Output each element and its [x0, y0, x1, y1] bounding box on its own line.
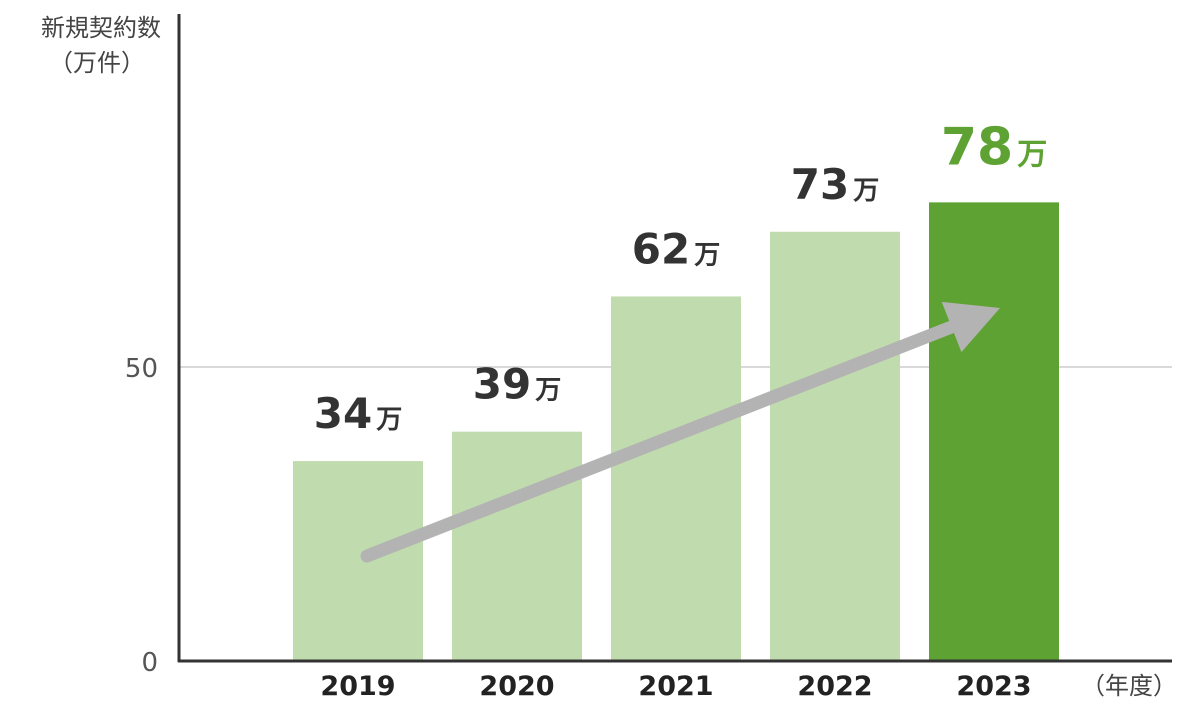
- bar-2022: [770, 231, 900, 661]
- y-axis-title-line2: （万件）: [49, 49, 145, 77]
- bar-2023: [929, 202, 1059, 662]
- x-tick-2021: 2021: [638, 671, 713, 702]
- trend-arrow-head: [941, 301, 1000, 353]
- bar-2019: [293, 461, 423, 661]
- y-axis-title-line1: 新規契約数: [41, 14, 161, 42]
- data-label-2023: 78 万: [941, 117, 1047, 177]
- data-label-2020: 39 万: [473, 360, 561, 409]
- bar-2021: [611, 296, 741, 661]
- data-label-unit: 万: [1017, 137, 1047, 172]
- data-label-value: 34: [314, 389, 372, 438]
- trend-arrow-shaft: [360, 319, 962, 563]
- data-label-2019: 34 万: [314, 389, 402, 438]
- x-axis-unit-label: （年度）: [1081, 672, 1177, 700]
- data-label-value: 62: [632, 224, 690, 273]
- x-tick-2019: 2019: [320, 671, 395, 702]
- data-label-value: 78: [941, 117, 1013, 177]
- data-label-2022: 73 万: [791, 160, 879, 209]
- data-label-2021: 62 万: [632, 224, 720, 273]
- trend-arrow: [360, 301, 1000, 563]
- data-label-unit: 万: [694, 240, 720, 270]
- x-tick-2020: 2020: [479, 671, 554, 702]
- data-label-value: 39: [473, 360, 531, 409]
- y-tick-50: 50: [125, 354, 158, 384]
- data-label-unit: 万: [853, 176, 879, 206]
- x-tick-2022: 2022: [797, 671, 872, 702]
- y-tick-0: 0: [141, 648, 158, 678]
- bar-2020: [452, 431, 582, 661]
- bars-layer: [293, 202, 1059, 662]
- axes-layer: [177, 14, 1172, 663]
- x-tick-2023: 2023: [956, 671, 1031, 702]
- data-label-unit: 万: [535, 376, 561, 406]
- data-label-value: 73: [791, 160, 849, 209]
- data-label-unit: 万: [376, 405, 402, 435]
